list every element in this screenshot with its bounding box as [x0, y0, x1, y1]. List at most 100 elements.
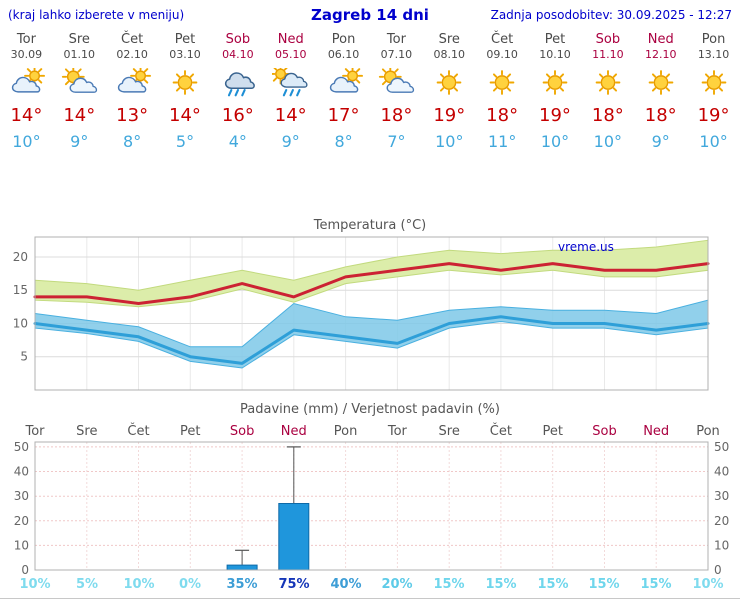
sunny-icon: [581, 66, 634, 98]
partly-cloudy-icon: [53, 66, 106, 98]
day-name: Sob: [225, 32, 251, 47]
max-temperature: 19°: [539, 105, 571, 126]
precip-probability: 15%: [433, 577, 465, 592]
day-cell[interactable]: Pon 13.10 19° 10°: [687, 28, 740, 151]
max-temperature: 14°: [274, 105, 307, 126]
day-cell[interactable]: Ned 05.10 14° 9°: [264, 28, 317, 151]
day-cell[interactable]: Čet 09.10 18° 11°: [476, 28, 529, 151]
min-temperature: 8°: [123, 132, 142, 151]
svg-text:Sob: Sob: [592, 424, 616, 439]
precip-probability-row: 10% 5% 10% 0% 35% 75% 40% 20% 15% 15% 15% 15% 15% 10%: [0, 577, 740, 597]
svg-text:Sre: Sre: [76, 424, 97, 439]
svg-text:20: 20: [714, 514, 729, 528]
watermark-link[interactable]: vreme.us: [558, 240, 614, 254]
svg-text:Pon: Pon: [696, 424, 720, 439]
min-temperature: 9°: [651, 132, 670, 151]
max-temperature: 14°: [63, 105, 96, 126]
partly-cloudy-icon: [370, 66, 423, 98]
temperature-chart: 5 10 15 20 vreme.us: [13, 236, 710, 391]
sunny-icon: [159, 66, 212, 98]
max-temperature: 18°: [486, 105, 519, 126]
svg-text:Pet: Pet: [542, 424, 562, 439]
min-temperature: 10°: [435, 132, 464, 151]
precip-probability: 10%: [692, 577, 724, 592]
precip-probability: 35%: [226, 577, 258, 592]
menu-note: (kraj lahko izberete v meniju): [8, 8, 185, 22]
min-temperature: 9°: [70, 132, 89, 151]
svg-text:50: 50: [14, 440, 29, 454]
svg-text:Pon: Pon: [334, 424, 358, 439]
mostly-cloudy-icon: [106, 66, 159, 98]
precip-probability: 15%: [537, 577, 569, 592]
sunny-icon: [476, 66, 529, 98]
min-temperature: 7°: [387, 132, 406, 151]
temperature-chart-title: Temperatura (°C): [313, 218, 427, 233]
day-cell[interactable]: Sob 11.10 18° 10°: [581, 28, 634, 151]
day-cell[interactable]: Tor 07.10 18° 7°: [370, 28, 423, 151]
day-cell[interactable]: Čet 02.10 13° 8°: [106, 28, 159, 151]
showers-icon: [264, 66, 317, 98]
day-name: Čet: [491, 32, 514, 47]
max-temperature: 17°: [327, 105, 360, 126]
day-name: Ned: [647, 32, 674, 47]
day-cell[interactable]: Pet 03.10 14° 5°: [159, 28, 212, 151]
sunny-icon: [423, 66, 476, 98]
day-name: Sob: [595, 32, 621, 47]
max-temperature: 18°: [644, 105, 677, 126]
max-temperature: 14°: [169, 105, 201, 126]
precip-probability: 15%: [640, 577, 672, 592]
svg-text:Pet: Pet: [180, 424, 200, 439]
day-cell[interactable]: Pet 10.10 19° 10°: [529, 28, 582, 151]
min-temperature: 10°: [593, 132, 623, 151]
day-cell[interactable]: Pon 06.10 17° 8°: [317, 28, 370, 151]
day-cell[interactable]: Tor 30.09 14° 10°: [0, 28, 53, 151]
day-date: 30.09: [10, 48, 43, 61]
day-cell[interactable]: Ned 12.10 18° 9°: [634, 28, 687, 151]
precip-probability: 15%: [588, 577, 620, 592]
precipitation-chart: Tor Sre Čet Pet Sob Ned Pon Tor Sre Čet Pet Sob Ned P…: [14, 423, 730, 576]
day-date: 08.10: [433, 48, 466, 61]
day-date: 07.10: [380, 48, 413, 61]
svg-text:10: 10: [14, 538, 29, 552]
day-cell[interactable]: Sre 01.10 14° 9°: [53, 28, 106, 151]
precip-probability: 20%: [381, 577, 413, 592]
max-temperature: 19°: [697, 105, 730, 126]
day-date: 11.10: [592, 48, 624, 61]
min-temperature: 5°: [175, 132, 195, 151]
day-date: 12.10: [644, 48, 677, 61]
precip-bar: [278, 503, 310, 571]
svg-text:20: 20: [13, 250, 28, 264]
max-temperature: 13°: [116, 105, 149, 126]
min-temperature: 4°: [228, 132, 247, 151]
svg-text:0: 0: [21, 563, 29, 576]
min-temperature: 10°: [12, 132, 41, 151]
day-cell[interactable]: Sre 08.10 19° 10°: [423, 28, 476, 151]
svg-text:50: 50: [714, 440, 729, 454]
day-date: 02.10: [116, 48, 148, 61]
svg-text:Čet: Čet: [127, 423, 149, 439]
svg-text:Čet: Čet: [490, 423, 512, 439]
svg-text:40: 40: [714, 465, 729, 479]
day-name: Sre: [438, 32, 460, 47]
precip-probability: 75%: [278, 577, 310, 592]
min-temperature: 8°: [334, 132, 353, 151]
svg-text:Sre: Sre: [439, 424, 460, 439]
rain-icon: [211, 66, 264, 98]
day-date: 05.10: [274, 48, 307, 61]
page-title: Zagreb 14 dni: [311, 6, 429, 24]
sunny-icon: [687, 66, 740, 98]
svg-text:30: 30: [714, 489, 729, 503]
mostly-cloudy-icon: [0, 66, 53, 98]
svg-text:Ned: Ned: [281, 424, 307, 439]
forecast-day-table: Tor 30.09 14° 10° Sre 01.10 14° 9° Čet 02.10 13° 8°…: [0, 28, 740, 151]
svg-text:10: 10: [13, 317, 28, 331]
header: (kraj lahko izberete v meniju) Zagreb 14…: [8, 6, 732, 26]
day-date: 01.10: [63, 48, 96, 61]
day-cell[interactable]: Sob 04.10 16° 4°: [211, 28, 264, 151]
svg-text:40: 40: [14, 465, 29, 479]
day-name: Tor: [386, 32, 406, 47]
day-date: 04.10: [222, 48, 254, 61]
day-name: Čet: [121, 32, 144, 47]
svg-text:10: 10: [714, 538, 729, 552]
precip-probability: 5%: [75, 577, 99, 592]
